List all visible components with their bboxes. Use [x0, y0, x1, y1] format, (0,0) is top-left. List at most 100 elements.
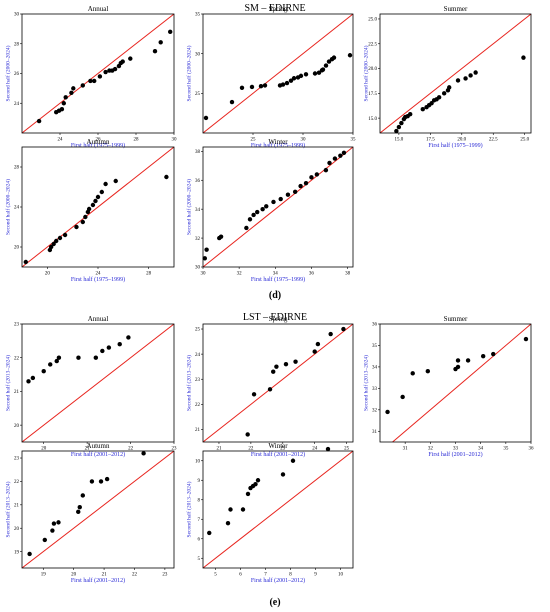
x-tick-label: 28 [134, 138, 140, 143]
data-point [249, 84, 255, 90]
data-point [312, 71, 318, 76]
y-tick-label: 20 [14, 246, 20, 251]
y-tick-label: 30 [14, 13, 20, 18]
data-point [104, 476, 110, 482]
data-point [56, 520, 61, 525]
data-point [69, 90, 74, 96]
identity-line [22, 324, 174, 442]
x-tick-label: 24 [58, 138, 64, 143]
x-axis-label: First half (1975–1999) [251, 276, 305, 283]
data-point [218, 234, 224, 239]
data-point [463, 76, 468, 81]
chart-title: Annual [88, 315, 109, 323]
identity-line [391, 324, 531, 442]
y-tick-label: 19 [14, 550, 20, 555]
data-point [97, 74, 103, 79]
y-axis-label: Second half (2000–2024) [5, 179, 12, 235]
data-point [103, 69, 108, 75]
data-point [203, 115, 209, 121]
scatter-plot: Annual 24 26 28 30 24 26 28 30 First half (1975–1… [5, 5, 178, 149]
x-tick-label: 35 [351, 138, 357, 143]
identity-line [22, 14, 174, 133]
y-tick-label: 21 [14, 390, 20, 395]
x-axis-label: First half (2001–2012) [71, 451, 125, 458]
x-tick-label: 8 [289, 573, 292, 578]
y-axis-label: Second half (2013–2024) [5, 355, 12, 411]
y-axis-label: Second half (2000–2024) [363, 45, 370, 101]
data-point [267, 387, 273, 392]
data-point [420, 107, 425, 112]
scatter-plot: Summer 15.0 17.5 20.0 22.5 25.0 15.0 17.5 20.0 22… [363, 5, 532, 149]
data-point [436, 95, 442, 100]
panel-sm-autumn: Autumn 20 24 28 20 24 28 First half (1975–1999)… [4, 137, 175, 283]
data-point [54, 358, 59, 364]
data-point [326, 59, 332, 64]
data-point [99, 189, 105, 195]
data-point [30, 375, 36, 381]
y-tick-label: 20 [14, 424, 20, 429]
data-point [26, 379, 31, 384]
data-point [284, 80, 290, 86]
y-axis-label: Second half (2013–2024) [186, 481, 193, 537]
x-tick-label: 30 [301, 138, 307, 143]
y-tick-label: 32 [195, 237, 201, 242]
data-point [323, 63, 329, 68]
data-point [244, 225, 249, 231]
x-tick-label: 33 [453, 447, 459, 452]
data-point [51, 241, 56, 247]
plot-frame [379, 13, 532, 134]
data-point [280, 82, 286, 87]
x-tick-label: 31 [403, 447, 409, 452]
x-tick-label: 24 [312, 447, 318, 452]
data-point [312, 349, 317, 354]
data-point [56, 355, 62, 360]
y-tick-label: 22.5 [368, 42, 377, 47]
data-point [27, 551, 32, 557]
y-tick-label: 22 [14, 356, 20, 361]
chart-title: Spring [269, 315, 288, 323]
y-tick-label: 24 [14, 206, 20, 211]
panel-lst-summer: Summer 31 32 33 34 35 36 31 32 33 34 35 36 First half… [362, 314, 535, 458]
x-tick-label: 21 [85, 447, 91, 452]
data-point [290, 458, 296, 463]
data-point [207, 530, 212, 536]
x-tick-label: 28 [146, 272, 152, 277]
data-point [36, 118, 42, 124]
y-tick-label: 9 [198, 479, 201, 484]
data-point [48, 362, 53, 367]
identity-line [203, 451, 353, 568]
data-point [77, 504, 82, 510]
data-point [23, 259, 28, 265]
data-point [332, 156, 338, 161]
data-point [285, 192, 291, 197]
scatter-plot: Spring 25 30 35 25 30 35 First half (1975–1999)… [186, 5, 357, 149]
y-tick-label: 25.0 [368, 18, 377, 23]
data-point [62, 232, 68, 238]
scatter-plot: Annual 20 21 22 23 20 21 22 23 First half (2001–2… [5, 315, 178, 458]
x-tick-label: 36 [309, 272, 315, 277]
scatter-plot: Spring 21 22 23 24 25 21 22 23 24 25 First half (20… [186, 315, 354, 458]
data-point [283, 361, 289, 367]
x-tick-label: 32 [428, 447, 434, 452]
x-tick-label: 24 [96, 272, 102, 277]
y-tick-label: 33 [372, 387, 378, 392]
x-tick-label: 21 [102, 573, 108, 578]
data-point [465, 358, 471, 363]
data-point [298, 183, 303, 189]
data-point [399, 120, 404, 126]
data-point [229, 99, 235, 105]
x-tick-label: 30 [172, 138, 178, 143]
section-e-label: (e) [269, 597, 281, 608]
data-point [400, 394, 405, 400]
data-point [245, 491, 251, 497]
data-point [106, 345, 112, 350]
section-e-title: LST – EDIRNE [242, 312, 308, 323]
y-tick-label: 34 [372, 366, 378, 371]
y-tick-label: 21 [14, 504, 20, 509]
x-tick-label: 32 [237, 272, 243, 277]
data-point [396, 124, 402, 130]
plot-frame [202, 450, 354, 569]
x-tick-label: 23 [162, 573, 168, 578]
data-point [425, 369, 431, 374]
panel-sm-winter: Winter 30 32 34 36 38 30 32 34 36 38 First half (19… [185, 137, 354, 283]
